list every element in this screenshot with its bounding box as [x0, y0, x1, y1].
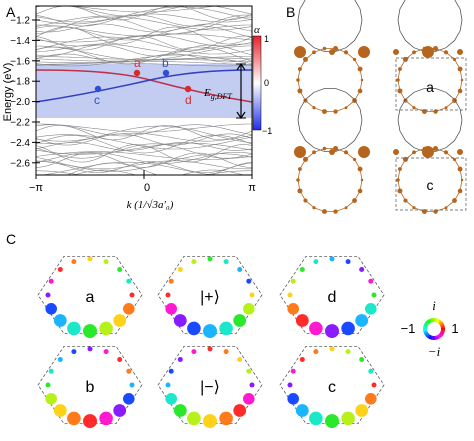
y-tick-label: −2.6: [10, 158, 30, 169]
bulk-bands: [36, 6, 252, 175]
y-tick-label: −2.4: [10, 138, 30, 149]
gap-shading: [36, 64, 252, 118]
y-tick-label: −2.2: [10, 118, 30, 129]
phase-cells: [37, 255, 385, 429]
y-axis-label: Energy (eV): [2, 63, 14, 122]
point-b-label: b: [162, 56, 169, 70]
edge-state-blue: [35, 69, 253, 103]
colorbar-tick-minus1: −1: [262, 126, 272, 136]
y-tick-label: −2.0: [10, 97, 30, 108]
wavefunction-lattice-a: [294, 0, 467, 114]
point-d-label: d: [185, 93, 192, 107]
x-tick-minus-pi: −π: [29, 182, 43, 194]
colorbar-tick-1: 1: [264, 34, 269, 44]
panel-b-label-c: c: [427, 177, 434, 193]
colorbar-title: α: [254, 24, 260, 36]
x-axis-label: k (1/√3a′₀): [127, 199, 174, 211]
cell-label-d: d: [328, 289, 337, 306]
point-c-label: c: [94, 93, 100, 107]
phase-legend-left: −1: [401, 321, 416, 336]
gap-energy-label: Eg,DFT: [203, 87, 232, 101]
y-tick-label: −1.8: [10, 77, 30, 88]
y-tick-label: −1.4: [10, 36, 30, 47]
cell-label-minus: |−⟩: [200, 379, 220, 396]
y-axis-ticks: −1.2 −1.4 −1.6 −1.8 −2.0 −2.2 −2.4 −2.6: [10, 16, 40, 169]
band-structure-plot: −1.2−1.4−1.6−1.8−2.0−2.2−2.4−2.6 −π 0 π …: [2, 5, 272, 211]
cell-label-c: c: [328, 379, 336, 396]
cell-label-plus: |+⟩: [200, 289, 220, 306]
y-tick-label: −1.6: [10, 56, 30, 67]
x-tick-zero: 0: [144, 182, 150, 194]
colorbar-tick-0: 0: [264, 78, 269, 88]
point-a-label: a: [134, 56, 141, 70]
wavefunction-lattice-c: [294, 88, 467, 214]
panel-label-b: B: [286, 4, 295, 20]
point-d-marker: [184, 85, 192, 93]
panel-b-label-a: a: [426, 79, 434, 95]
x-tick-pi: π: [248, 182, 256, 194]
panel-label-c: C: [6, 231, 16, 247]
point-a-marker: [133, 69, 141, 77]
y-tick-label: −1.2: [10, 16, 30, 27]
point-b-marker: [162, 69, 170, 77]
cell-label-b: b: [86, 379, 95, 396]
cell-label-a: a: [86, 289, 95, 306]
phase-legend-bottom: −i: [428, 344, 441, 359]
colorbar: [252, 35, 262, 131]
point-c-marker: [94, 85, 102, 93]
panel-label-a: A: [6, 4, 16, 20]
phase-legend-top: i: [432, 298, 436, 313]
phase-legend-right: 1: [451, 321, 458, 336]
phase-legend: [423, 318, 445, 340]
